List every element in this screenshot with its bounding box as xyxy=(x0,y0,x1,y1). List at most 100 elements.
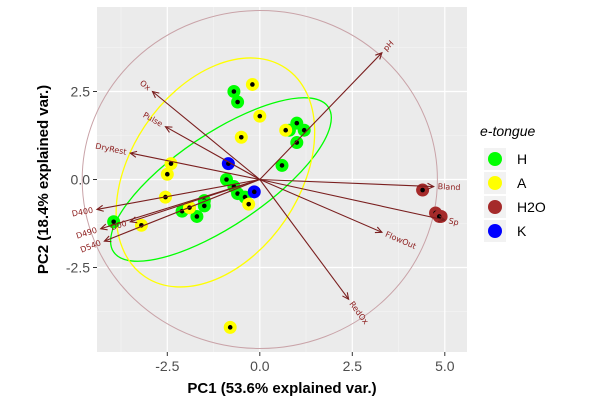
x-tick-label: 2.5 xyxy=(343,358,363,374)
loading-arrow-line xyxy=(96,178,260,210)
score-points xyxy=(107,77,448,334)
loading-arrow-head xyxy=(437,215,447,223)
point-center xyxy=(250,82,255,87)
x-axis-title: PC1 (53.6% explained var.) xyxy=(187,380,376,397)
y-tick-label: -2.5 xyxy=(66,260,90,276)
data-point-k xyxy=(247,185,261,199)
x-tick-label: 0.0 xyxy=(250,358,270,374)
loading-arrow-line xyxy=(152,91,261,180)
legend-entry-a: A xyxy=(484,172,527,194)
point-center xyxy=(111,219,116,225)
point-center xyxy=(246,201,251,207)
loading-arrow-head xyxy=(164,126,173,133)
loading-bland: Bland xyxy=(259,178,461,192)
point-center xyxy=(231,89,237,94)
data-point-h xyxy=(190,209,204,223)
point-center xyxy=(239,134,244,140)
loading-arrow-head xyxy=(99,223,108,231)
point-center xyxy=(202,203,207,209)
group-ellipses xyxy=(109,57,332,288)
data-point-h2o xyxy=(416,183,430,197)
legend: e-tongue HA H2O K xyxy=(480,123,546,242)
loading-arrow-line xyxy=(130,178,260,223)
legend-entry-h: H xyxy=(484,148,527,170)
data-point-h xyxy=(227,84,241,98)
data-point-a xyxy=(253,109,267,123)
legend-swatch xyxy=(488,224,502,238)
ellipse-a xyxy=(115,57,316,288)
loading-arrow-head xyxy=(95,204,104,212)
point-center xyxy=(283,127,289,133)
loading-arrow-head xyxy=(129,150,138,158)
legend-entry-k: K xyxy=(484,220,527,242)
loading-sp: Sp xyxy=(259,178,460,227)
loading-arrow-head xyxy=(427,182,435,190)
point-center xyxy=(279,163,285,168)
data-point-a xyxy=(245,77,259,91)
loading-label: D400 xyxy=(71,206,94,219)
point-center xyxy=(294,140,300,145)
point-center xyxy=(235,191,240,196)
data-point-a xyxy=(279,123,293,137)
point-center xyxy=(257,113,263,119)
loading-label: Sp xyxy=(448,216,460,227)
loading-arrow-head xyxy=(342,292,350,301)
loading-arrow-line xyxy=(104,178,261,242)
point-center xyxy=(294,120,300,126)
loading-arrow-line xyxy=(165,126,261,180)
loading-label: D490 xyxy=(75,226,98,241)
y-axis-ticks: -2.5 0.0 2.5 xyxy=(66,83,97,276)
loading-arrow-head xyxy=(103,235,112,243)
data-point-h xyxy=(275,158,289,172)
x-tick-label: -2.5 xyxy=(155,358,179,374)
point-center xyxy=(224,177,229,182)
point-center xyxy=(436,214,442,219)
legend-swatch xyxy=(488,176,502,190)
loading-arrow-line xyxy=(259,178,434,188)
data-point-a xyxy=(223,320,237,334)
point-center xyxy=(165,171,170,177)
legend-entry-h2o: H2O xyxy=(484,196,546,218)
correlation-circle-ring xyxy=(81,10,438,349)
x-axis-ticks: -2.5 0.0 2.5 5.0 xyxy=(155,352,455,374)
loading-arrow-head xyxy=(151,90,160,99)
loading-label: Bland xyxy=(438,182,461,192)
data-point-a xyxy=(242,197,256,211)
data-point-h xyxy=(297,123,311,137)
legend-label: H2O xyxy=(517,199,546,215)
loading-arrow-line xyxy=(259,179,350,300)
point-center xyxy=(251,189,257,195)
loading-arrow-line xyxy=(130,152,260,181)
ellipse-h xyxy=(109,97,332,262)
legend-title: e-tongue xyxy=(480,123,535,139)
legend-label: K xyxy=(517,223,527,239)
loading-arrow-line xyxy=(259,178,445,221)
point-center xyxy=(235,99,240,105)
point-center xyxy=(194,214,200,219)
data-point-h xyxy=(231,95,245,109)
data-point-a xyxy=(234,130,248,144)
point-center xyxy=(420,187,425,193)
legend-swatch xyxy=(488,200,502,214)
y-tick-label: 0.0 xyxy=(71,172,91,188)
legend-label: H xyxy=(517,151,527,167)
loading-arrow-head xyxy=(374,226,384,234)
legend-swatch xyxy=(488,152,502,166)
x-tick-label: 5.0 xyxy=(435,358,455,374)
loading-arrow-line xyxy=(259,52,383,180)
loading-d400: D400 xyxy=(71,178,260,219)
point-center xyxy=(168,161,174,166)
data-point-a xyxy=(134,218,148,232)
loading-arrow-head xyxy=(375,51,383,60)
legend-label: A xyxy=(517,175,527,191)
point-center xyxy=(227,325,233,330)
loading-arrow-line xyxy=(259,178,383,233)
data-point-a xyxy=(160,167,174,181)
data-point-h xyxy=(290,136,304,150)
correlation-circle xyxy=(81,10,438,349)
data-point-h xyxy=(107,215,121,229)
loading-arrow-head xyxy=(129,216,138,224)
y-axis-title: PC2 (18.4% explained var.) xyxy=(35,85,52,274)
point-center xyxy=(301,127,307,133)
